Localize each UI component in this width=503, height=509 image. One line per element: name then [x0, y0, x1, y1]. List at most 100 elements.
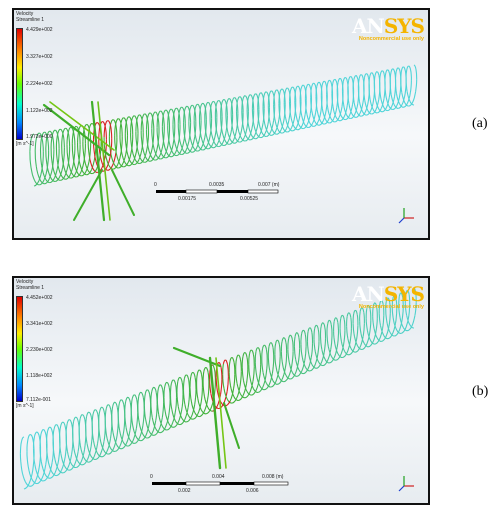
helical-streamline: [308, 83, 312, 89]
helical-streamline: [134, 394, 138, 401]
helical-streamline: [229, 139, 235, 145]
helical-streamline: [283, 337, 287, 343]
helical-streamline: [155, 404, 158, 421]
helical-streamline: [184, 136, 189, 149]
helical-streamline: [230, 112, 233, 127]
helical-streamline: [66, 419, 70, 425]
helical-streamline: [353, 309, 356, 314]
helical-streamline: [390, 94, 395, 105]
helical-streamline: [103, 124, 106, 138]
helical-streamline: [64, 465, 70, 471]
helical-streamline: [30, 167, 35, 181]
helical-streamline: [227, 364, 229, 377]
helical-streamline: [52, 136, 55, 150]
helical-streamline: [161, 126, 164, 141]
helical-streamline: [190, 404, 196, 418]
helical-streamline: [116, 420, 119, 437]
helical-streamline: [261, 344, 265, 350]
helical-streamline: [261, 348, 264, 360]
helical-streamline: [232, 374, 236, 389]
helical-streamline: [229, 388, 235, 402]
helical-streamline: [330, 335, 333, 350]
helical-streamline: [153, 429, 160, 436]
helical-streamline: [142, 409, 145, 426]
helical-streamline: [44, 177, 50, 184]
helical-streamline: [392, 105, 398, 111]
helical-streamline: [173, 113, 176, 127]
helical-streamline: [95, 453, 101, 461]
helical-streamline: [177, 409, 183, 423]
helical-streamline: [415, 68, 418, 80]
helical-streamline: [348, 103, 353, 114]
helical-streamline: [98, 411, 101, 424]
helical-streamline: [358, 74, 362, 79]
helical-streamline: [365, 308, 368, 319]
helical-streamline: [30, 480, 37, 487]
axis-triad-icon: [398, 208, 414, 224]
helical-streamline: [78, 144, 81, 161]
helical-streamline: [241, 99, 244, 111]
helical-streamline: [313, 82, 317, 88]
helical-streamline: [260, 92, 264, 98]
helical-streamline: [250, 135, 256, 141]
helical-streamline: [291, 116, 296, 128]
helical-streamline: [89, 142, 92, 159]
helical-streamline: [374, 339, 380, 345]
helical-streamline: [317, 110, 322, 123]
helical-streamline: [400, 70, 403, 81]
helical-streamline: [244, 136, 250, 142]
helical-streamline: [284, 116, 289, 128]
helical-streamline: [280, 341, 283, 352]
helical-streamline: [86, 169, 92, 176]
helical-streamline: [235, 369, 238, 384]
helical-streamline: [121, 399, 125, 406]
helical-streamline: [108, 136, 112, 152]
helical-streamline: [319, 326, 322, 337]
helical-streamline: [184, 403, 189, 416]
helical-streamline: [190, 371, 194, 377]
helical-streamline: [254, 351, 257, 363]
helical-streamline: [196, 373, 198, 385]
helical-streamline: [158, 417, 163, 431]
helical-streamline: [311, 82, 314, 88]
helical-streamline: [301, 114, 306, 126]
helical-streamline: [249, 377, 254, 389]
helical-streamline: [103, 425, 106, 442]
helical-streamline: [125, 116, 130, 122]
helical-streamline: [207, 372, 210, 385]
helical-streamline: [361, 111, 366, 117]
helical-streamline: [73, 145, 76, 162]
legend-tick: 7.112e-001: [26, 397, 51, 403]
helical-streamline: [173, 125, 176, 141]
helical-streamline: [251, 97, 254, 109]
helical-streamline: [220, 115, 223, 130]
helical-streamline: [225, 103, 228, 116]
helical-streamline: [317, 329, 320, 342]
helical-streamline: [200, 387, 203, 403]
helical-streamline: [150, 402, 153, 418]
logo-subtitle: Noncommercial use only: [358, 36, 424, 42]
helical-streamline: [352, 313, 355, 324]
helical-streamline: [242, 383, 248, 396]
helical-streamline: [51, 129, 56, 136]
helical-streamline: [41, 151, 44, 168]
helical-streamline: [210, 100, 214, 106]
helical-streamline: [77, 435, 80, 452]
helical-streamline: [341, 93, 344, 107]
helical-streamline: [168, 399, 171, 416]
helical-streamline: [374, 302, 378, 308]
helical-streamline: [255, 133, 261, 140]
helical-streamline: [167, 125, 170, 140]
helical-streamline: [336, 333, 340, 348]
inlet-streamline: [111, 169, 135, 216]
helical-streamline: [21, 469, 26, 483]
helical-streamline: [92, 409, 96, 415]
helical-streamline: [156, 388, 159, 401]
helical-streamline: [343, 104, 348, 115]
helical-streamline: [189, 387, 192, 402]
helical-streamline: [194, 134, 199, 147]
helical-streamline: [120, 123, 123, 137]
helical-streamline: [405, 289, 408, 294]
helical-streamline: [148, 407, 152, 423]
helical-streamline: [227, 129, 233, 142]
